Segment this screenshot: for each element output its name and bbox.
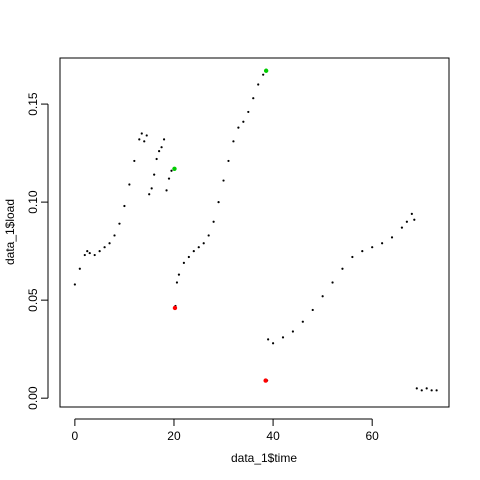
data-point [155, 157, 158, 161]
data-point [415, 387, 418, 390]
data-point [118, 222, 121, 225]
x-tick-label: 60 [366, 429, 380, 443]
plot-frame [59, 57, 450, 408]
x-axis: 0 20 40 60 [72, 418, 380, 443]
data-points [73, 69, 438, 392]
data-point [217, 201, 220, 204]
data-point [410, 212, 413, 215]
data-point [113, 234, 116, 237]
data-point [98, 250, 101, 253]
data-point [262, 73, 265, 76]
data-point [252, 97, 255, 100]
y-tick-label: 0.10 [26, 190, 40, 214]
data-point [175, 281, 179, 284]
y-tick-label: 0.15 [26, 92, 40, 116]
data-point [138, 138, 141, 141]
data-point [247, 110, 250, 114]
data-point [88, 251, 91, 255]
data-point [281, 336, 285, 339]
data-point [413, 218, 416, 221]
data-point [430, 389, 433, 392]
data-point [420, 389, 423, 392]
data-point [86, 250, 89, 253]
data-point [128, 183, 131, 186]
data-point [301, 320, 304, 323]
data-point [271, 342, 275, 345]
data-point [162, 138, 166, 141]
data-point [123, 204, 126, 208]
data-point [192, 250, 195, 253]
data-point [222, 179, 225, 182]
data-point [331, 281, 334, 284]
data-point [187, 255, 190, 259]
maximum-marker [172, 166, 177, 171]
data-point [158, 150, 161, 153]
minimum-marker [172, 305, 178, 311]
data-point [145, 134, 148, 137]
data-point [150, 187, 153, 190]
data-point [237, 126, 240, 129]
data-point [177, 273, 181, 276]
y-tick-label: 0.00 [26, 386, 40, 410]
data-point [182, 261, 185, 264]
data-point [291, 330, 295, 333]
data-point [133, 159, 136, 163]
y-axis-title: data_1$load [3, 199, 17, 265]
data-point [143, 140, 146, 143]
data-point [232, 140, 235, 143]
data-point [140, 132, 143, 135]
data-point [207, 234, 210, 237]
data-point [267, 338, 270, 341]
data-point [170, 169, 173, 172]
minimum-marker [263, 378, 268, 383]
data-point [321, 295, 324, 298]
data-point [160, 146, 163, 149]
data-point [153, 173, 156, 176]
x-tick-label: 0 [72, 429, 79, 443]
data-point [197, 246, 200, 249]
data-point [93, 253, 96, 257]
data-point [361, 250, 364, 253]
data-point [167, 177, 171, 180]
data-point [381, 242, 384, 245]
data-point [257, 83, 260, 86]
data-point [390, 236, 394, 239]
data-point [242, 120, 245, 123]
data-point [78, 267, 81, 270]
data-point [212, 220, 215, 223]
x-tick-label: 20 [167, 429, 181, 443]
extrema-markers [172, 68, 269, 383]
y-axis: 0.00 0.05 0.10 0.15 [26, 92, 49, 410]
data-point [371, 246, 374, 249]
data-point [341, 267, 344, 270]
data-point [202, 242, 205, 245]
data-point [165, 189, 168, 192]
data-point [227, 159, 230, 163]
data-point [405, 220, 408, 223]
data-point [103, 246, 106, 249]
data-point [108, 242, 111, 245]
data-point [83, 253, 86, 257]
data-point [311, 308, 314, 312]
x-axis-title: data_1$time [231, 451, 297, 465]
data-point [73, 283, 76, 286]
data-point [435, 389, 438, 392]
data-point [425, 387, 428, 390]
data-point [400, 226, 404, 229]
x-tick-label: 40 [266, 429, 280, 443]
maximum-marker [263, 68, 269, 73]
data-point [351, 255, 354, 259]
data-point [148, 193, 151, 196]
y-tick-label: 0.05 [26, 288, 40, 312]
